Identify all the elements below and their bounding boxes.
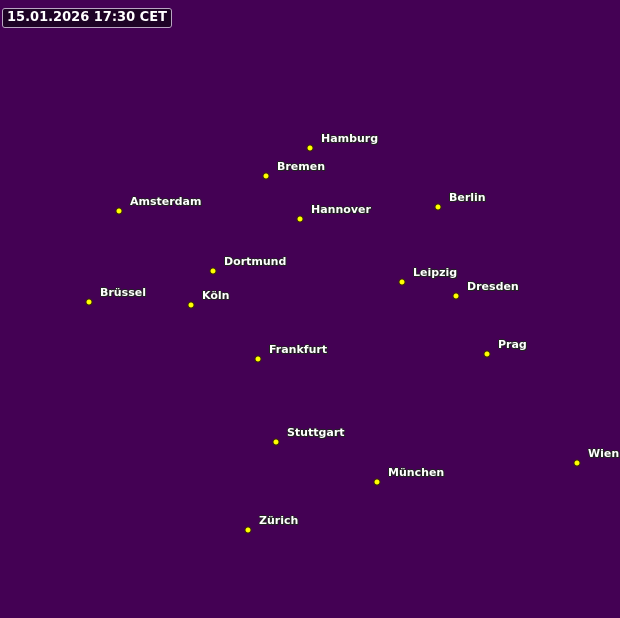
city-marker-dortmund[interactable] — [210, 268, 216, 274]
city-label-amsterdam: Amsterdam — [130, 195, 202, 208]
city-label-leipzig: Leipzig — [413, 266, 458, 279]
city-label-frankfurt: Frankfurt — [269, 343, 328, 356]
city-label-bremen: Bremen — [277, 160, 326, 173]
city-label-munchen: München — [388, 466, 445, 479]
city-marker-frankfurt[interactable] — [255, 356, 261, 362]
timestamp-label: 15.01.2026 17:30 CET — [2, 8, 172, 28]
city-label-koln: Köln — [202, 289, 230, 302]
city-label-dortmund: Dortmund — [224, 255, 287, 268]
city-marker-amsterdam[interactable] — [116, 208, 122, 214]
city-label-wien: Wien — [588, 447, 620, 460]
city-label-zurich: Zürich — [259, 514, 299, 527]
city-marker-wien[interactable] — [574, 460, 580, 466]
city-label-hannover: Hannover — [311, 203, 371, 216]
city-label-dresden: Dresden — [467, 280, 519, 293]
city-marker-zurich[interactable] — [245, 527, 251, 533]
city-marker-dresden[interactable] — [453, 293, 459, 299]
city-label-prag: Prag — [498, 338, 527, 351]
city-marker-brussel[interactable] — [86, 299, 92, 305]
city-marker-hamburg[interactable] — [307, 145, 313, 151]
city-label-brussel: Brüssel — [100, 286, 146, 299]
city-marker-prag[interactable] — [484, 351, 490, 357]
city-marker-hannover[interactable] — [297, 216, 303, 222]
city-marker-koln[interactable] — [188, 302, 194, 308]
city-marker-bremen[interactable] — [263, 173, 269, 179]
city-label-berlin: Berlin — [449, 191, 486, 204]
city-marker-leipzig[interactable] — [399, 279, 405, 285]
city-label-hamburg: Hamburg — [321, 132, 379, 145]
city-marker-munchen[interactable] — [374, 479, 380, 485]
city-marker-stuttgart[interactable] — [273, 439, 279, 445]
city-label-stuttgart: Stuttgart — [287, 426, 345, 439]
city-marker-berlin[interactable] — [435, 204, 441, 210]
